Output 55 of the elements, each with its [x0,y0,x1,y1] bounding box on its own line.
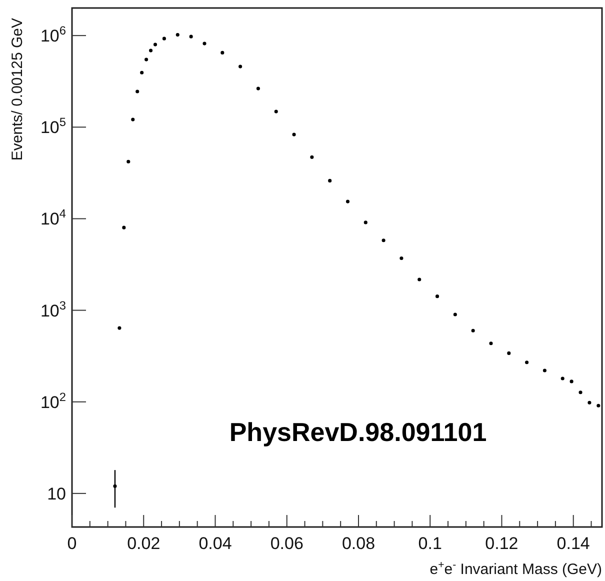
point [489,342,493,346]
y-axis-title: Events/ 0.00125 GeV [9,18,26,161]
point [292,132,296,136]
point [144,58,148,62]
x-tick-label: 0.06 [270,534,304,553]
point [140,70,144,74]
point [310,155,314,159]
point [400,256,404,260]
point [328,178,332,182]
y-tick-label: 10$^{6}$ [40,24,66,46]
point [202,42,206,46]
point [453,312,457,316]
y-tick-label: 10$^{5}$ [40,115,66,138]
x-tick-label: 0.1 [418,534,442,553]
point [588,400,592,404]
y-tick-label: 10$^{3}$ [40,298,66,320]
point [560,376,564,380]
point [153,42,158,46]
annotation: PhysRevD.98.091101 [229,417,487,447]
point [256,86,260,90]
x-tick-label: 0.04 [198,534,232,553]
y-tick-label: 10 [47,484,66,504]
point [126,160,130,164]
point [507,351,511,355]
point [346,200,350,204]
point [382,238,386,242]
x-tick-label: 0.12 [485,534,518,553]
point [238,64,242,68]
point [162,36,166,40]
x-tick-label: 0.14 [556,534,590,553]
point [122,226,126,230]
point [176,33,180,37]
point [113,484,117,488]
y-tick-label: 10$^{2}$ [40,390,66,412]
point [131,118,135,122]
point [596,404,600,408]
x-tick-label: 0.02 [127,534,160,553]
point [471,328,475,332]
point [525,360,529,364]
x-axis-title: e$^{+}$e$^{-}$ Invariant Mass (GeV) [430,559,602,578]
point [118,326,122,330]
x-tick-label: 0 [67,534,77,553]
point [570,380,574,384]
point [578,390,582,394]
point [220,50,224,54]
point [189,34,193,38]
point [435,294,440,298]
y-tick-label: 10$^{4}$ [40,206,66,229]
point [364,220,368,224]
x-tick-label: 0.08 [342,534,376,553]
point [136,90,140,94]
point [274,110,278,114]
point [149,48,153,52]
point [418,278,422,282]
point [542,368,546,372]
